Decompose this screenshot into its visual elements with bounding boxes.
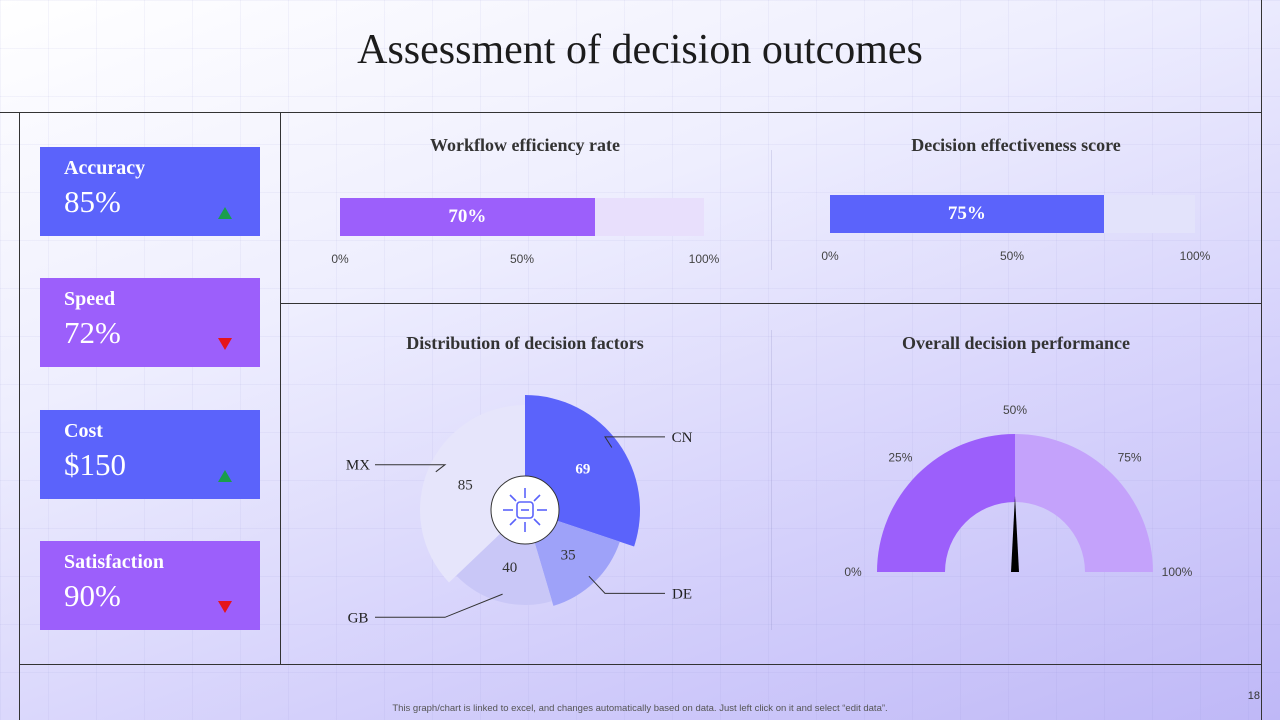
chart-divider-top	[771, 150, 772, 270]
effectiveness-tick-50: 50%	[999, 249, 1025, 263]
frame-right-line	[1261, 0, 1262, 720]
kpi-label: Cost	[64, 420, 103, 442]
kpi-label: Accuracy	[64, 157, 146, 179]
page-title: Assessment of decision outcomes	[357, 27, 923, 73]
kpi-label: Satisfaction	[64, 551, 164, 573]
effectiveness-bar-track: 75%	[830, 195, 1195, 233]
pie-leader-line	[588, 575, 665, 594]
trend-up-icon	[218, 207, 232, 219]
pie-value-label: 40	[502, 560, 517, 576]
effectiveness-chart-title: Decision effectiveness score	[911, 135, 1121, 155]
effectiveness-tick-0: 0%	[821, 249, 839, 263]
pie-value-label: 35	[561, 548, 576, 564]
workflow-bar-fill	[340, 198, 595, 236]
gauge-tick-label: 100%	[1162, 565, 1193, 579]
distribution-chart-title: Distribution of decision factors	[406, 333, 644, 353]
performance-chart-title: Overall decision performance	[902, 333, 1130, 353]
effectiveness-bar-label: 75%	[947, 203, 986, 224]
workflow-tick-100: 100%	[688, 252, 720, 266]
effectiveness-tick-100: 100%	[1179, 249, 1211, 263]
pie-value-label: 69	[575, 461, 590, 477]
gauge-tick-label: 75%	[1118, 450, 1142, 464]
kpi-card-cost: Cost $150	[40, 410, 260, 499]
gauge-remaining-arc	[1015, 434, 1153, 572]
workflow-tick-0: 0%	[331, 252, 349, 266]
gauge-needle	[1011, 496, 1019, 572]
kpi-value: 72%	[64, 315, 121, 350]
pie-leader-line	[375, 593, 503, 618]
frame-divider-vertical	[280, 112, 281, 664]
kpi-value: $150	[64, 447, 126, 482]
frame-top-line	[0, 112, 1262, 113]
pie-value-label: 85	[458, 477, 473, 493]
page-number: 18	[1247, 690, 1260, 702]
gauge-tick-label: 0%	[844, 565, 862, 579]
trend-down-icon	[218, 338, 232, 350]
workflow-bar-track: 70%	[340, 198, 704, 236]
kpi-card-satisfaction: Satisfaction 90%	[40, 541, 260, 630]
gauge-tick-label: 50%	[1003, 403, 1027, 417]
gauge-tick-label: 25%	[888, 450, 912, 464]
workflow-bar-label: 70%	[448, 206, 487, 227]
frame-left-line	[19, 112, 20, 720]
chart-divider-bottom	[771, 330, 772, 630]
kpi-value: 85%	[64, 184, 121, 219]
network-hub-icon	[503, 488, 547, 532]
pie-category-label: GB	[348, 610, 369, 626]
footer-note: This graph/chart is linked to excel, and…	[392, 703, 888, 714]
workflow-tick-50: 50%	[509, 252, 535, 266]
kpi-value: 90%	[64, 578, 121, 613]
pie-slice-mx	[419, 405, 525, 583]
workflow-chart-title: Workflow efficiency rate	[430, 135, 620, 155]
pie-leader-line	[375, 464, 447, 473]
performance-gauge-chart: 0% 25% 50% 75% 100%	[844, 403, 1193, 579]
pie-category-label: DE	[672, 586, 692, 602]
frame-divider-horizontal	[280, 303, 1262, 304]
pie-leader-line	[604, 436, 665, 448]
trend-up-icon	[218, 470, 232, 482]
trend-down-icon	[218, 601, 232, 613]
pie-category-label: MX	[346, 458, 370, 474]
effectiveness-bar-fill	[830, 195, 1104, 233]
gauge-filled-arc	[877, 434, 1015, 572]
pie-category-label: CN	[672, 430, 693, 446]
kpi-label: Speed	[64, 288, 116, 310]
kpi-card-speed: Speed 72%	[40, 278, 260, 367]
kpi-card-accuracy: Accuracy 85%	[40, 147, 260, 236]
frame-bottom-line	[19, 664, 1262, 665]
distribution-pie-chart: 69 35 40 85 CN DE GB MX	[346, 395, 693, 626]
